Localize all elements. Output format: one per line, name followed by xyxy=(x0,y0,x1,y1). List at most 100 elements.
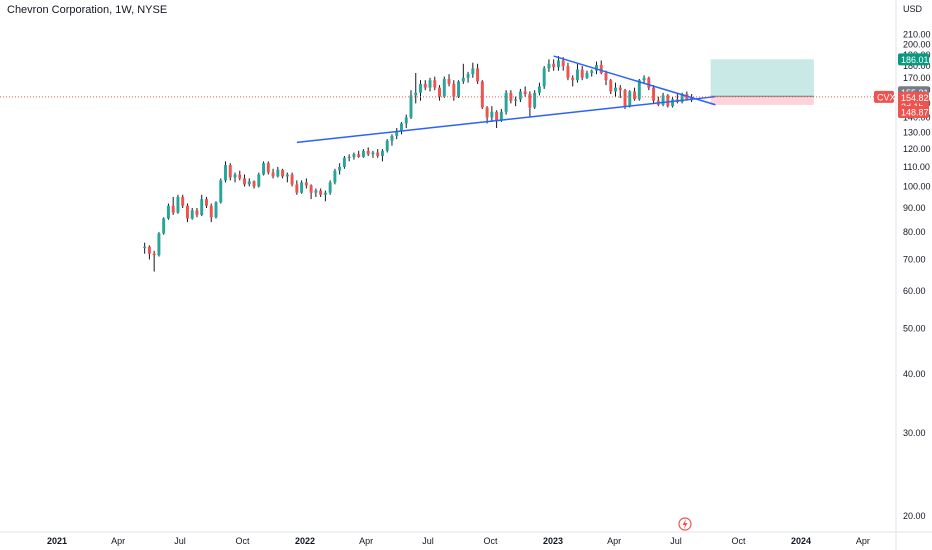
x-tick-label: Apr xyxy=(359,536,373,546)
candle-body xyxy=(281,169,285,177)
candles xyxy=(143,56,694,272)
candle-body xyxy=(428,80,432,88)
candle-body xyxy=(328,182,332,193)
candle-body xyxy=(661,95,665,105)
candle-body xyxy=(262,163,266,175)
candle-body xyxy=(309,185,313,193)
time-axis: 2021 Apr Jul Oct 2022 Apr Jul Oct 2023 Apr Jul Oct 2… xyxy=(47,536,870,546)
candle-body xyxy=(404,117,408,124)
candle-body xyxy=(457,81,461,97)
trendlines[interactable] xyxy=(296,55,716,144)
last-price-tag: 154.82 xyxy=(901,93,929,103)
candle-body xyxy=(471,68,475,75)
candle-body xyxy=(352,154,356,157)
candle-body xyxy=(566,66,570,78)
x-tick-label: Apr xyxy=(111,536,125,546)
candle-body xyxy=(276,169,280,177)
candle-body xyxy=(304,182,308,186)
candle-body xyxy=(347,156,351,158)
x-tick-label: 2024 xyxy=(791,536,811,546)
y-tick-label: 30.00 xyxy=(903,428,926,438)
candle-body xyxy=(214,202,218,218)
candle-body xyxy=(238,174,242,179)
x-tick-label: Jul xyxy=(670,536,682,546)
candle-body xyxy=(400,123,403,132)
stop-price-tag: 148.87 xyxy=(901,107,929,117)
candle-body xyxy=(571,77,575,81)
candle-body xyxy=(285,174,289,177)
candle-body xyxy=(514,99,518,101)
candle-body xyxy=(442,78,446,97)
x-tick-label: Apr xyxy=(856,536,870,546)
candle-body xyxy=(552,63,556,68)
candle-body xyxy=(200,199,204,215)
candle-body xyxy=(480,81,484,108)
candle-body xyxy=(323,192,327,195)
x-tick-label: 2022 xyxy=(295,536,315,546)
target-zone xyxy=(710,59,814,97)
candle-body xyxy=(642,77,646,81)
candle-body xyxy=(333,170,337,183)
candle-body xyxy=(252,181,256,187)
candle-body xyxy=(152,253,156,256)
candle-body xyxy=(414,92,418,96)
candle-body xyxy=(271,172,275,177)
candle-body xyxy=(224,165,227,181)
candle-body xyxy=(466,74,470,78)
y-tick-label: 120.00 xyxy=(903,144,931,154)
y-tick-label: 210.00 xyxy=(903,30,931,40)
x-tick-label: Oct xyxy=(483,536,498,546)
x-tick-label: Apr xyxy=(607,536,621,546)
candle-body xyxy=(300,182,304,193)
symbol-tag-bg xyxy=(874,90,894,103)
x-tick-label: 2023 xyxy=(543,536,563,546)
candle-body xyxy=(628,91,632,107)
candle-body xyxy=(385,140,389,151)
candle-body xyxy=(637,80,641,100)
candle-body xyxy=(376,152,380,157)
candle-body xyxy=(476,68,480,82)
candle-body xyxy=(290,174,294,185)
candle-body xyxy=(342,157,346,167)
y-tick-label: 60.00 xyxy=(903,286,926,296)
candle-body xyxy=(556,60,560,68)
candle-body xyxy=(195,210,199,215)
candle-body xyxy=(561,60,565,67)
candle-body xyxy=(623,90,627,107)
y-tick-label: 130.00 xyxy=(903,128,931,138)
candle-body xyxy=(485,107,489,118)
position-zones xyxy=(710,59,814,105)
y-tick-label: 20.00 xyxy=(903,511,926,521)
candle-body xyxy=(209,205,213,218)
x-tick-label: 2021 xyxy=(47,536,67,546)
candle-body xyxy=(604,73,608,81)
candle-body xyxy=(366,150,370,155)
target-price-tag: 186.01 xyxy=(901,55,929,65)
candle-body xyxy=(671,99,675,107)
candle-body xyxy=(419,83,422,93)
candle-body xyxy=(490,111,494,118)
candle-body xyxy=(257,174,261,187)
chart-title: Chevron Corporation, 1W, NYSE xyxy=(7,4,168,16)
candle-body xyxy=(423,83,427,88)
candle-body xyxy=(647,77,651,88)
candle-body xyxy=(243,178,247,185)
candle-body xyxy=(537,86,541,93)
candle-body xyxy=(157,233,161,256)
x-tick-label: Jul xyxy=(174,536,186,546)
candle-body xyxy=(452,83,456,97)
candle-body xyxy=(361,150,365,157)
y-tick-label: 180.00 xyxy=(903,61,931,71)
y-tick-label: 50.00 xyxy=(903,323,926,333)
candle-body xyxy=(357,154,361,157)
currency-label: USD xyxy=(903,4,923,14)
candle-body xyxy=(523,91,527,95)
dividend-icon[interactable] xyxy=(678,517,692,531)
candle-body xyxy=(233,174,237,178)
candle-body xyxy=(495,111,499,121)
candle-body xyxy=(433,80,437,88)
candle-body xyxy=(314,190,318,193)
candle-body xyxy=(504,92,508,112)
